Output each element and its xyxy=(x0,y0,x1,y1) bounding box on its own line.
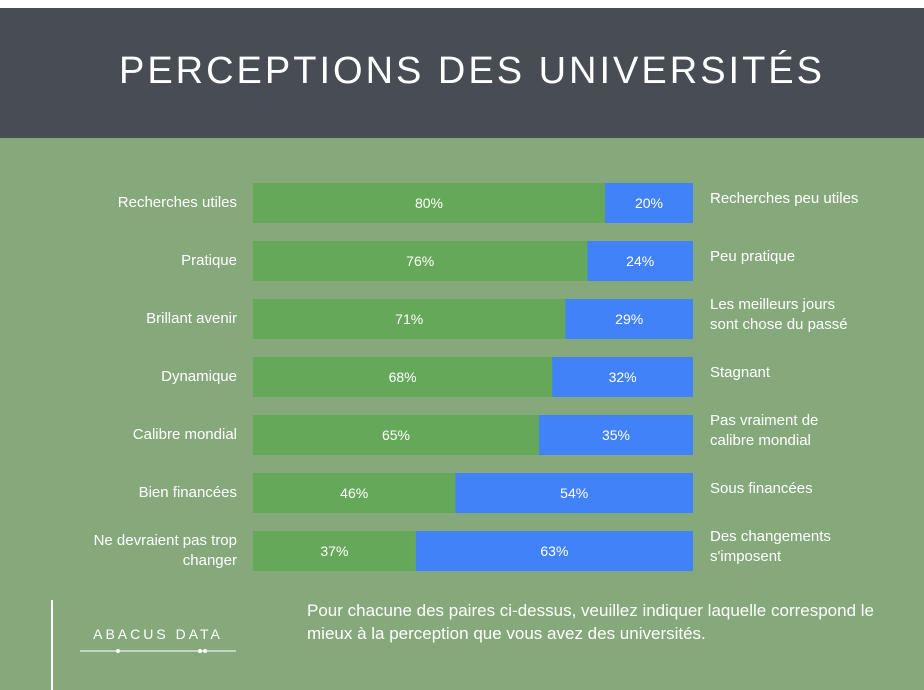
value-label: 71% xyxy=(395,311,423,327)
category-label: Dynamique xyxy=(161,368,237,385)
right-label: Stagnant xyxy=(710,364,771,381)
chart-title: PERCEPTIONS DES UNIVERSITÉS xyxy=(118,50,825,92)
bar-segment xyxy=(587,241,693,281)
bar-segment xyxy=(253,415,539,455)
category-label: Brillant avenir xyxy=(146,310,237,327)
value-label: 76% xyxy=(406,253,434,269)
category-label: Bien financées xyxy=(138,484,237,501)
logo-dot xyxy=(116,649,120,653)
bar-segment xyxy=(253,241,588,281)
value-label: 35% xyxy=(602,427,630,443)
category-label: Recherches utiles xyxy=(117,194,237,211)
right-label: Sous financées xyxy=(710,480,813,497)
value-label: 20% xyxy=(635,195,663,211)
category-label: Calibre mondial xyxy=(132,426,237,443)
bar-segment xyxy=(253,299,566,339)
logo-dot xyxy=(203,649,207,653)
right-label: Pas vraiment de calibre mondial xyxy=(710,412,819,449)
bar-segment xyxy=(539,415,693,455)
value-label: 63% xyxy=(540,543,568,559)
bar-segment xyxy=(253,183,605,223)
value-label: 29% xyxy=(615,311,643,327)
value-label: 24% xyxy=(626,253,654,269)
bar-segment xyxy=(605,183,693,223)
right-label: Recherches peu utiles xyxy=(710,190,859,207)
bar-segment xyxy=(455,473,693,513)
right-label: Des changements s'imposent xyxy=(710,528,831,565)
header xyxy=(0,8,924,138)
value-label: 54% xyxy=(560,485,588,501)
logo-dot xyxy=(198,649,202,653)
right-label: Peu pratique xyxy=(710,248,796,265)
logo: ABACUS DATA xyxy=(93,626,223,642)
category-label: Pratique xyxy=(181,252,237,269)
bar-segment xyxy=(253,357,553,397)
value-label: 68% xyxy=(389,369,417,385)
note: Pour chacune des paires ci-dessus, veuil… xyxy=(307,601,874,643)
right-label: Les meilleurs jours sont chose du passé xyxy=(710,296,848,333)
bar-segment xyxy=(565,299,693,339)
bar-segment xyxy=(415,531,693,571)
category-label: Ne devraient pas trop changer xyxy=(93,532,237,569)
value-label: 37% xyxy=(320,543,348,559)
value-label: 65% xyxy=(382,427,410,443)
bar-segment xyxy=(552,357,693,397)
bar-segment xyxy=(253,531,416,571)
value-label: 46% xyxy=(340,485,368,501)
value-label: 80% xyxy=(415,195,443,211)
value-label: 32% xyxy=(609,369,637,385)
bar-segment xyxy=(253,473,456,513)
